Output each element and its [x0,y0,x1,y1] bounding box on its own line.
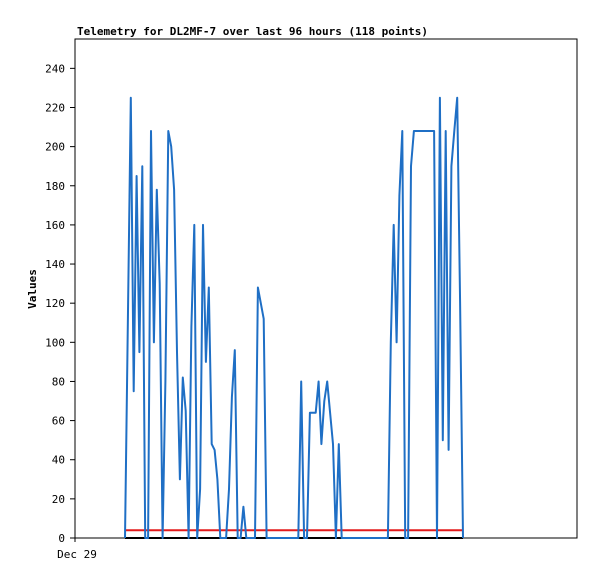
y-tick-label: 120 [45,297,65,310]
y-tick-label: 40 [52,454,65,467]
y-tick-label: 220 [45,101,65,114]
y-tick-label: 100 [45,336,65,349]
x-tick-label: Dec 29 [57,548,97,561]
y-tick-label: 80 [52,375,65,388]
y-tick-label: 60 [52,415,65,428]
y-tick-label: 160 [45,219,65,232]
y-tick-label: 180 [45,180,65,193]
y-tick-label: 240 [45,62,65,75]
y-tick-label: 140 [45,258,65,271]
series-layer [124,96,464,539]
x-axis: Dec 29 [57,538,97,561]
y-axis-label: Values [26,269,39,309]
chart-title: Telemetry for DL2MF-7 over last 96 hours… [77,25,428,38]
y-axis: 0 20 40 60 80 100 120 140 160 180 200 220 240 [45,62,75,545]
y-tick-label: 20 [52,493,65,506]
series-line-1 [124,96,464,539]
y-tick-label: 200 [45,141,65,154]
y-tick-label: 0 [58,532,65,545]
